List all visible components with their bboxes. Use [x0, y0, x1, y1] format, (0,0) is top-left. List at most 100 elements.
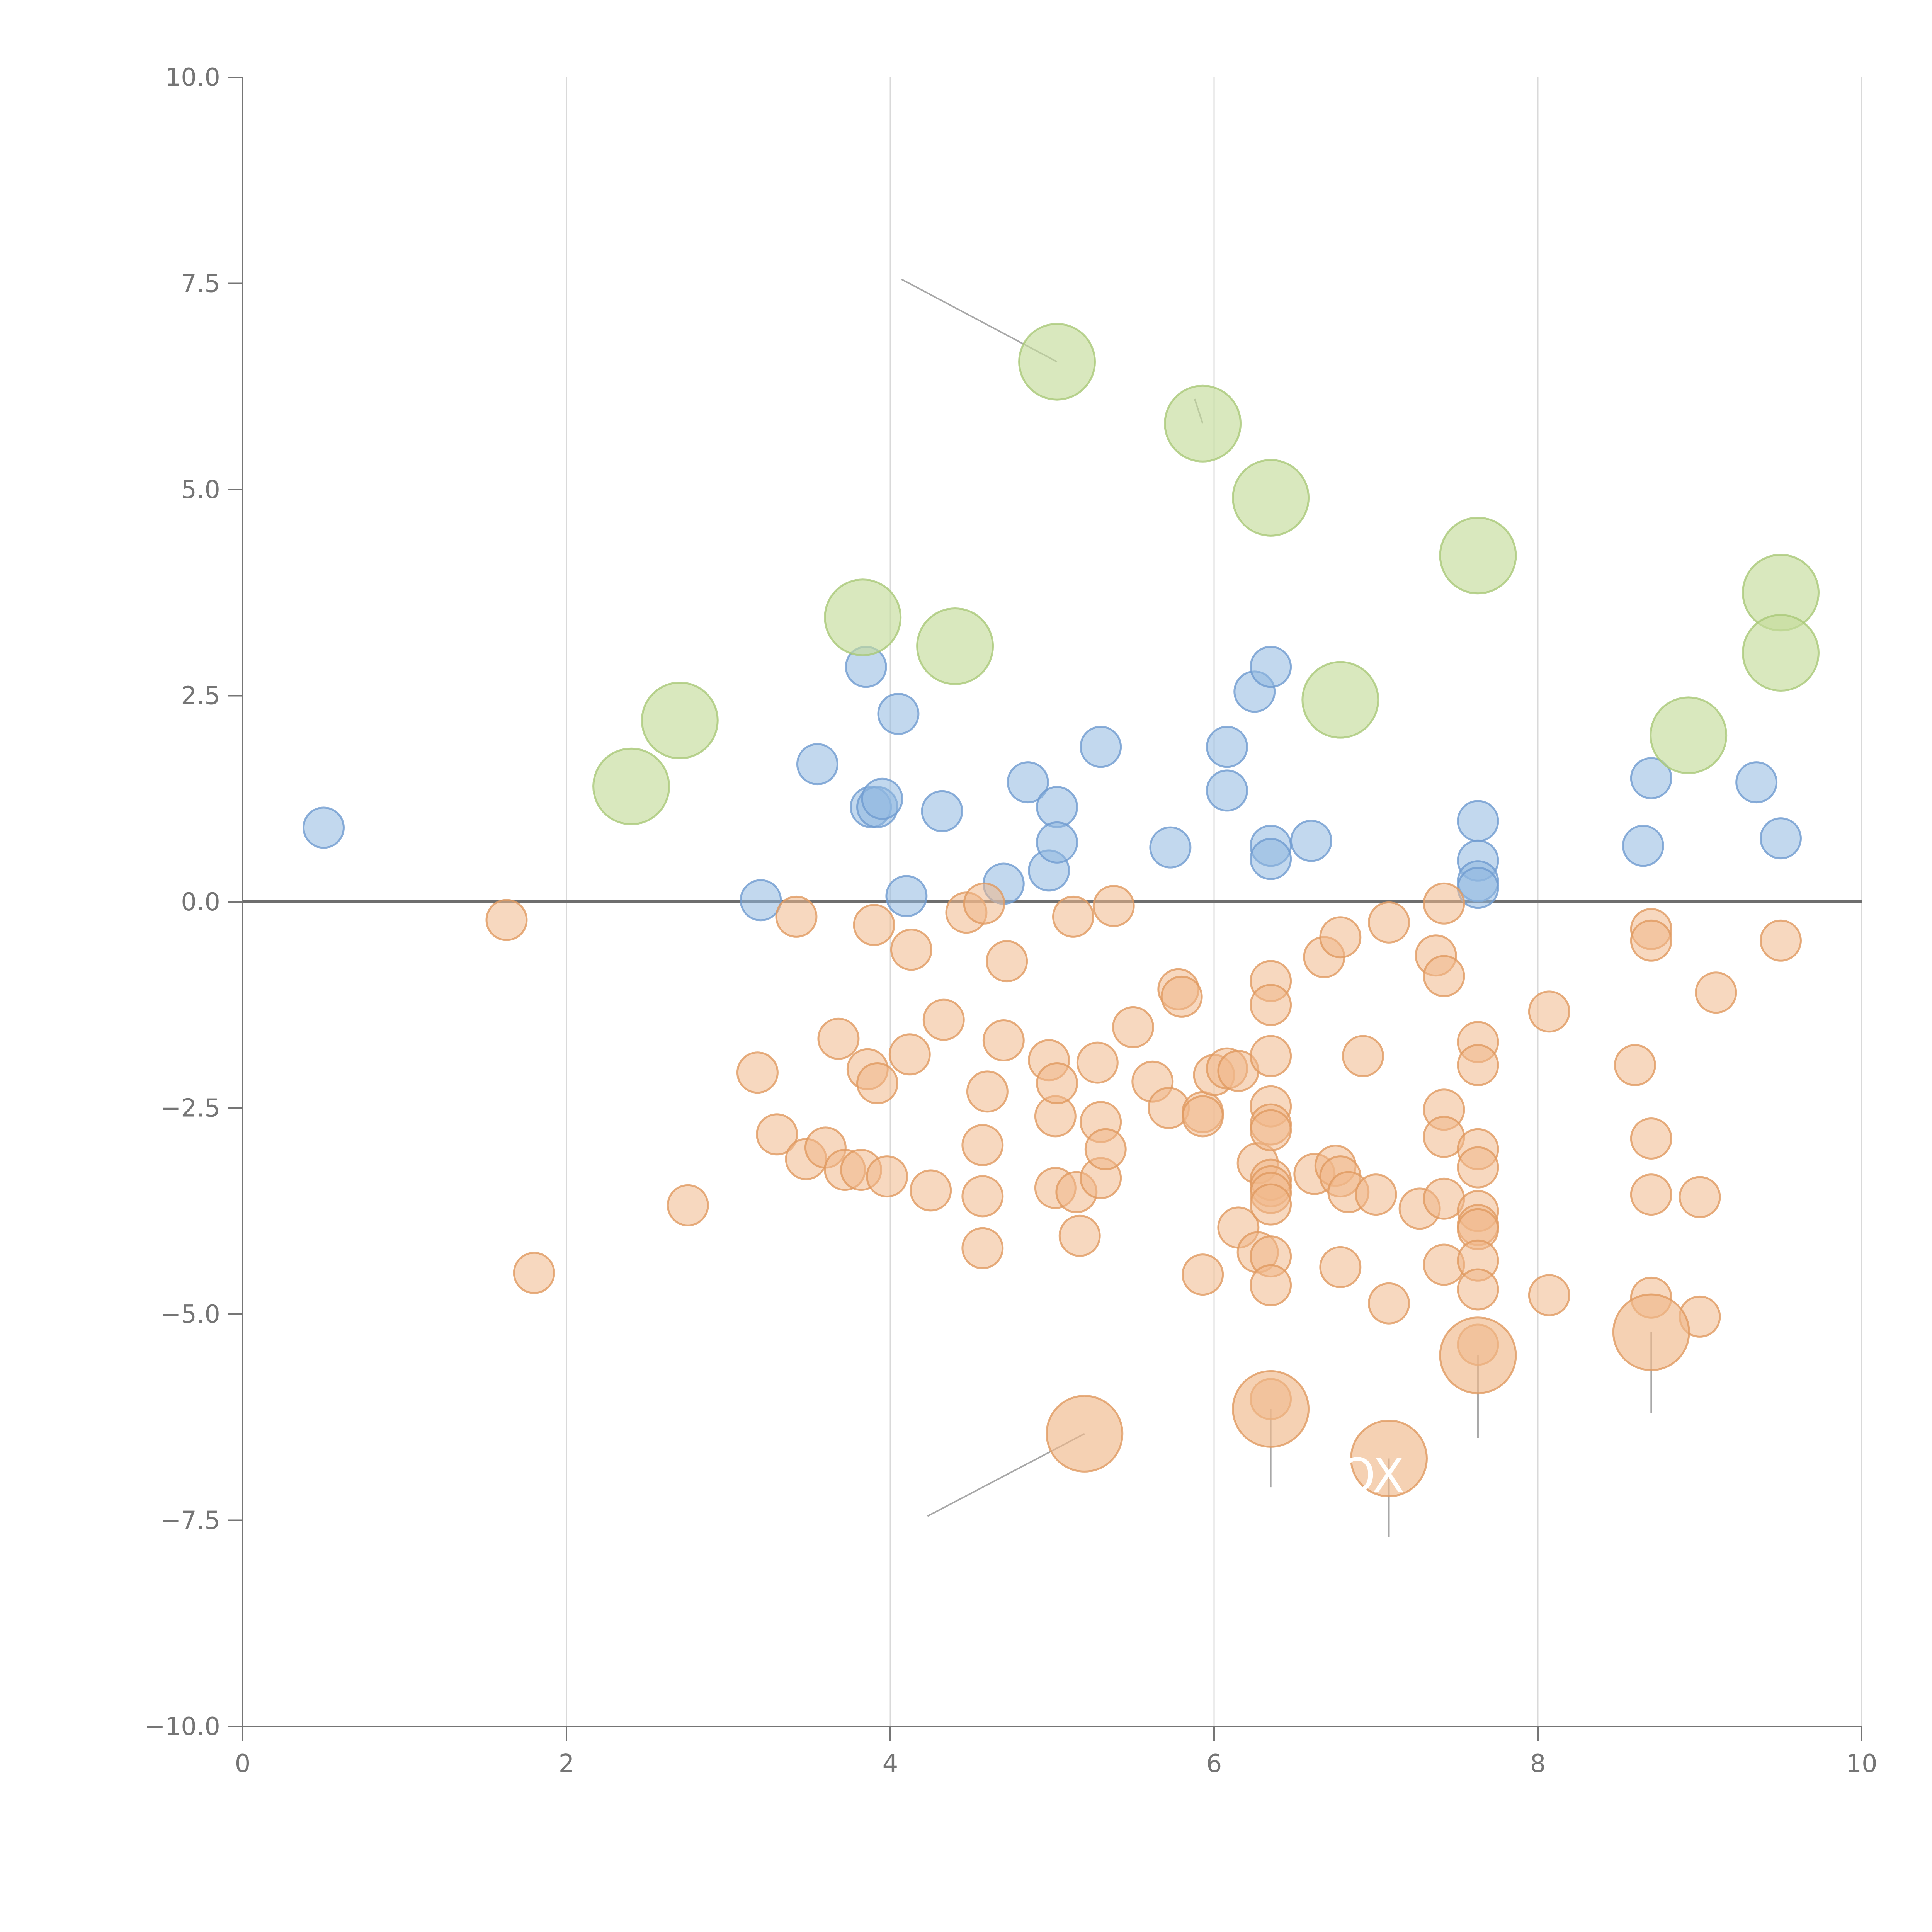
data-point [667, 1184, 709, 1226]
data-point [1007, 761, 1049, 804]
data-point [1528, 1274, 1570, 1316]
data-point [963, 882, 1005, 925]
data-point [1614, 1044, 1656, 1087]
data-point [485, 899, 528, 941]
x-tick-label: 10 [1846, 1750, 1877, 1778]
data-point [1760, 919, 1802, 962]
data-point [890, 929, 932, 971]
annotation-label: OX [1339, 1449, 1405, 1503]
data-point [961, 1175, 1004, 1218]
data-point [1342, 1035, 1384, 1077]
data-point [1080, 726, 1122, 768]
series-highlighted-down [1046, 1293, 1690, 1497]
data-point [641, 682, 719, 760]
data-point [1457, 800, 1499, 842]
data-point [1052, 895, 1094, 938]
data-point [1092, 885, 1135, 927]
data-point [856, 1062, 898, 1104]
x-tick-label: 6 [1206, 1750, 1222, 1778]
data-point [986, 940, 1028, 983]
data-point [1735, 761, 1778, 804]
series-downregulated [485, 882, 1802, 1420]
data-point [1423, 955, 1465, 997]
data-point [888, 1033, 931, 1076]
y-tick-label: −5.0 [160, 1300, 220, 1329]
data-point [1232, 1370, 1310, 1448]
data-point [861, 777, 903, 820]
data-point [1290, 820, 1332, 862]
data-point [1368, 1282, 1410, 1325]
data-point [1182, 1095, 1224, 1138]
data-point [1319, 916, 1362, 959]
data-point [1250, 838, 1292, 880]
data-point [817, 1017, 860, 1060]
x-tick-label: 8 [1530, 1750, 1546, 1778]
data-points [303, 323, 1820, 1497]
data-point [1695, 971, 1737, 1014]
data-point [1250, 1264, 1292, 1306]
data-point [910, 1169, 952, 1212]
data-point [1160, 975, 1203, 1018]
y-tick-label: 2.5 [181, 682, 220, 711]
data-point [1250, 984, 1292, 1026]
data-point [1612, 1293, 1690, 1371]
y-tick-label: 7.5 [181, 270, 220, 298]
y-tick-label: 10.0 [165, 63, 221, 92]
data-point [775, 895, 818, 938]
data-point [1439, 1316, 1517, 1395]
data-point [1018, 323, 1096, 401]
data-point [756, 1113, 798, 1156]
data-point [303, 806, 345, 849]
y-tick-label: −10.0 [145, 1713, 220, 1741]
data-point [1250, 1109, 1292, 1151]
data-point [1457, 1044, 1499, 1087]
data-point [1630, 1117, 1672, 1160]
data-point [1742, 614, 1820, 692]
data-point [513, 1252, 555, 1294]
data-point [877, 692, 920, 735]
data-point [1036, 821, 1078, 864]
data-point [1232, 459, 1310, 537]
x-tick-label: 0 [235, 1750, 251, 1778]
data-point [1250, 1183, 1292, 1226]
data-point [824, 578, 902, 656]
data-point [1528, 990, 1570, 1033]
data-point [982, 1019, 1025, 1062]
data-point [1760, 817, 1802, 860]
data-point [1250, 646, 1292, 688]
data-point [1250, 1035, 1292, 1077]
data-point [796, 743, 838, 786]
y-tick-label: 5.0 [181, 476, 220, 504]
x-tick-label: 2 [559, 1750, 575, 1778]
data-point [866, 1155, 908, 1198]
data-point [1076, 1041, 1119, 1084]
y-tick-label: 0.0 [181, 888, 220, 917]
data-point [922, 998, 965, 1041]
data-point [1368, 901, 1410, 944]
y-tick-label: −2.5 [160, 1094, 220, 1123]
data-point [1058, 1214, 1101, 1257]
data-point [1319, 1246, 1362, 1288]
data-point [592, 747, 670, 825]
data-point [1084, 1128, 1127, 1170]
data-point [1301, 661, 1379, 739]
data-point [961, 1227, 1004, 1269]
data-point [1679, 1176, 1721, 1218]
data-point [1457, 1146, 1499, 1189]
series-highlighted-up [592, 323, 1820, 825]
data-point [1457, 1268, 1499, 1311]
data-point [1650, 696, 1728, 774]
y-tick-label: −7.5 [160, 1507, 220, 1535]
data-point [1206, 769, 1248, 812]
data-point [853, 904, 895, 946]
data-point [966, 1070, 1009, 1113]
data-point [1149, 826, 1192, 869]
data-point [885, 875, 928, 917]
data-point [1046, 1395, 1124, 1473]
series-upregulated [303, 646, 1802, 922]
x-tick-label: 4 [883, 1750, 898, 1778]
data-point [1622, 825, 1664, 867]
data-point [1036, 786, 1078, 828]
data-point [736, 1051, 779, 1094]
